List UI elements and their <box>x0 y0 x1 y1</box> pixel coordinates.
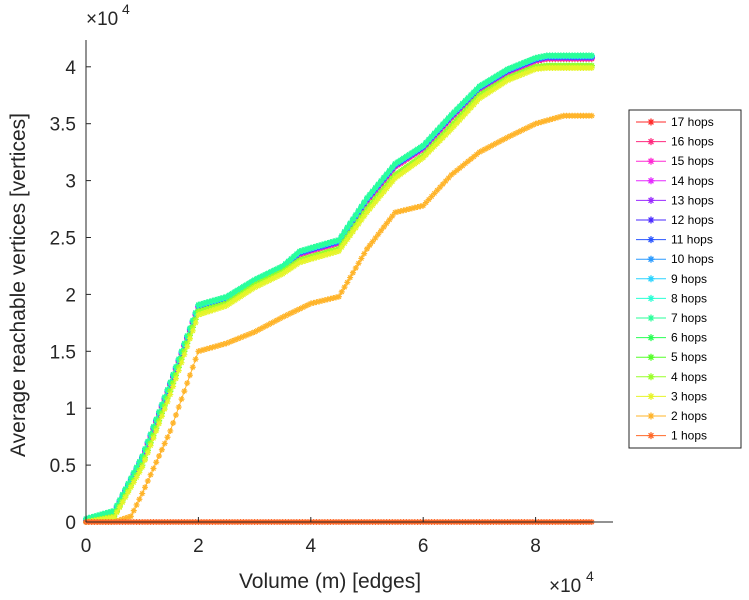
x-tick-label: 6 <box>418 536 429 557</box>
legend-entry: 15 hops <box>636 154 714 168</box>
legend-items: 17 hops 16 hops 15 hops 14 hops 13 hops 12 ho… <box>636 115 714 443</box>
legend-swatch-marker <box>647 373 655 381</box>
legend-entry: 11 hops <box>636 233 713 247</box>
legend-label: 10 hops <box>671 252 714 266</box>
legend-entry: 9 hops <box>636 272 707 286</box>
legend-swatch-marker <box>647 157 655 165</box>
legend-swatch-marker <box>647 138 655 146</box>
legend-label: 1 hops <box>671 429 707 443</box>
x-ticks: 0 2 4 6 8 <box>81 517 541 557</box>
legend-label: 9 hops <box>671 272 707 286</box>
legend-entry: 13 hops <box>636 193 714 207</box>
x-axis-label: Volume (m) [edges] <box>239 570 421 593</box>
legend-label: 17 hops <box>671 115 714 129</box>
legend-entry: 8 hops <box>636 291 707 305</box>
legend-swatch-marker <box>647 177 655 185</box>
legend-entry: 5 hops <box>636 350 707 364</box>
legend-swatch-marker <box>647 118 655 126</box>
x-exponent-base: ×10 <box>549 576 581 597</box>
legend: 17 hops 16 hops 15 hops 14 hops 13 hops 12 ho… <box>628 109 742 449</box>
y-tick-label: 2 <box>65 285 76 306</box>
legend-swatch-marker <box>647 275 655 283</box>
legend-label: 11 hops <box>671 233 713 247</box>
series-7-hops <box>83 52 595 522</box>
x-exponent: ×10 4 <box>549 568 594 597</box>
legend-entry: 16 hops <box>636 135 714 149</box>
y-tick-label: 0 <box>65 513 76 534</box>
legend-swatch-marker <box>647 294 655 302</box>
y-ticks: 0 0.5 1 1.5 2 2.5 3 3.5 4 <box>50 58 91 534</box>
x-exponent-power: 4 <box>586 568 594 584</box>
y-tick-label: 3 <box>65 172 76 193</box>
legend-swatch-marker <box>647 412 655 420</box>
legend-entry: 7 hops <box>636 311 707 325</box>
legend-label: 16 hops <box>671 135 714 149</box>
legend-swatch-marker <box>647 255 655 263</box>
axes: 0 2 4 6 8 0 0.5 1 1.5 2 2.5 3 3.5 4 <box>50 40 613 557</box>
legend-swatch-marker <box>647 432 655 440</box>
y-exponent: ×10 4 <box>86 1 130 30</box>
legend-entry: 10 hops <box>636 252 714 266</box>
legend-swatch-marker <box>647 392 655 400</box>
legend-entry: 3 hops <box>636 389 707 403</box>
legend-entry: 1 hops <box>636 429 707 443</box>
legend-label: 15 hops <box>671 154 714 168</box>
legend-label: 4 hops <box>671 370 707 384</box>
legend-entry: 14 hops <box>636 174 714 188</box>
legend-swatch-marker <box>647 353 655 361</box>
legend-entry: 12 hops <box>636 213 714 227</box>
legend-entry: 4 hops <box>636 370 707 384</box>
y-tick-label: 3.5 <box>50 115 76 136</box>
y-tick-label: 1 <box>65 399 76 420</box>
legend-entry: 2 hops <box>636 409 707 423</box>
legend-swatch-marker <box>647 334 655 342</box>
legend-label: 13 hops <box>671 193 714 207</box>
x-tick-label: 2 <box>193 536 204 557</box>
legend-swatch-marker <box>647 236 655 244</box>
legend-label: 2 hops <box>671 409 707 423</box>
x-tick-label: 0 <box>81 536 92 557</box>
y-tick-label: 1.5 <box>50 342 76 363</box>
legend-label: 12 hops <box>671 213 714 227</box>
legend-swatch-marker <box>647 314 655 322</box>
legend-label: 5 hops <box>671 350 707 364</box>
y-tick-label: 2.5 <box>50 229 76 250</box>
legend-entry: 17 hops <box>636 115 714 129</box>
y-tick-label: 4 <box>65 58 76 79</box>
y-tick-label: 0.5 <box>50 456 76 477</box>
y-exponent-base: ×10 <box>86 9 118 30</box>
legend-entry: 6 hops <box>636 331 707 345</box>
legend-label: 6 hops <box>671 331 707 345</box>
legend-label: 8 hops <box>671 291 707 305</box>
y-exponent-power: 4 <box>122 1 130 17</box>
x-tick-label: 8 <box>530 536 541 557</box>
legend-label: 3 hops <box>671 389 707 403</box>
legend-label: 7 hops <box>671 311 707 325</box>
legend-swatch-marker <box>647 216 655 224</box>
legend-swatch-marker <box>647 196 655 204</box>
y-axis-label: Average reachable vertices [vertices] <box>7 113 30 457</box>
x-tick-label: 4 <box>306 536 317 557</box>
legend-label: 14 hops <box>671 174 714 188</box>
